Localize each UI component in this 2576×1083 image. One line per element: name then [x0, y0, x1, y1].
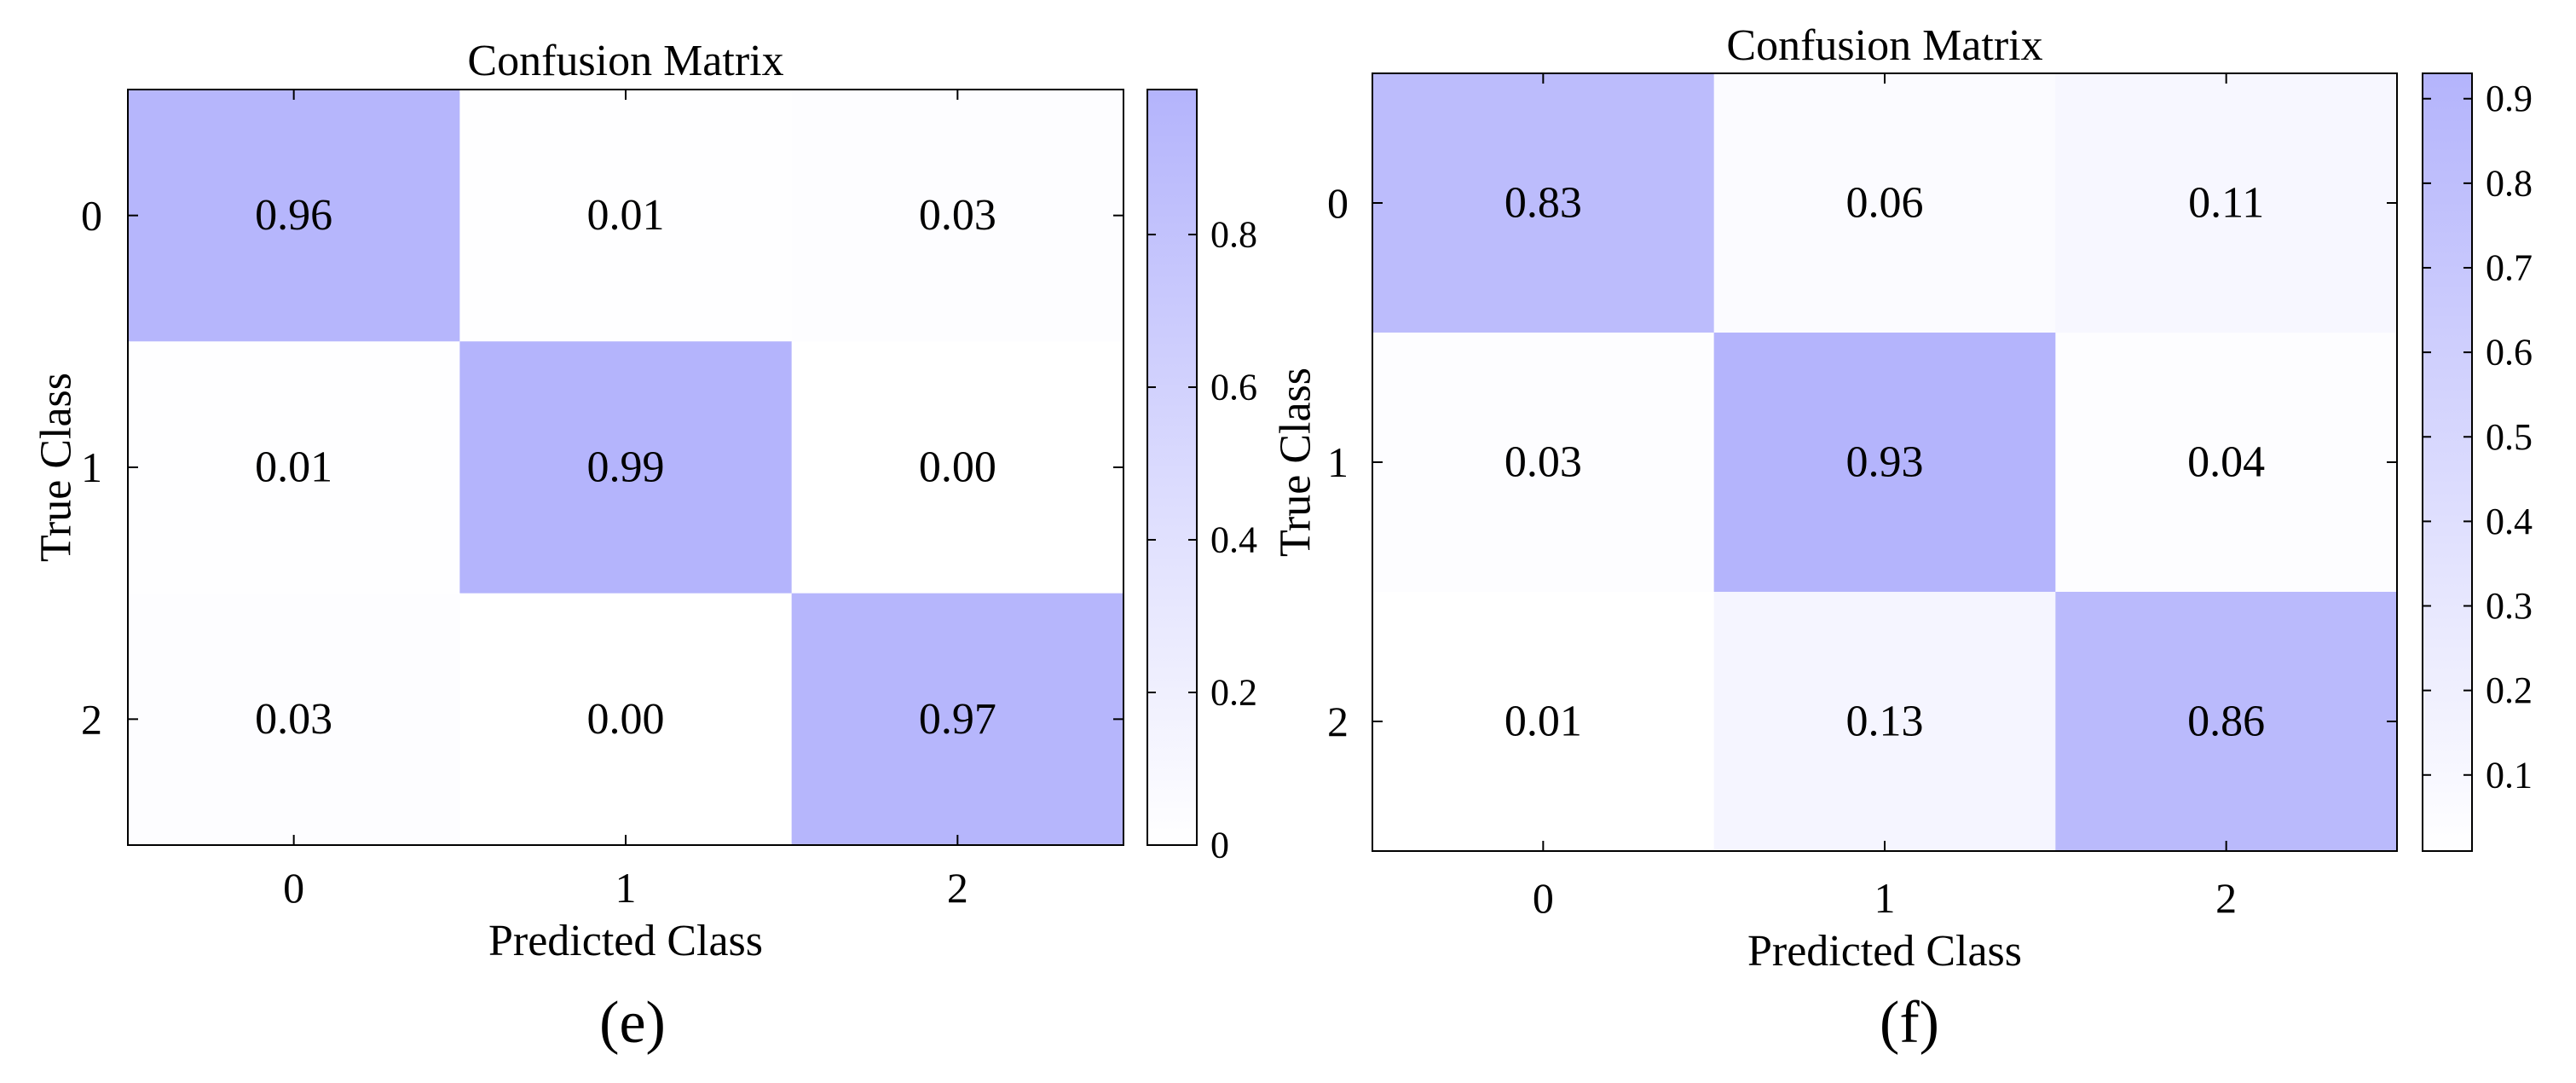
cell-value-label: 0.86 — [2187, 698, 2265, 746]
heatmap-cell — [2055, 592, 2398, 852]
cell-value-label: 0.99 — [587, 443, 665, 492]
cell-value-label: 0.06 — [1846, 179, 1924, 228]
cell-value-label: 0.93 — [1846, 438, 1924, 487]
colorbar-tick-label: 0.7 — [2486, 247, 2533, 289]
cell-value-label: 0.03 — [919, 191, 996, 240]
colorbar-frame — [2422, 72, 2473, 852]
x-tick-label: 2 — [947, 864, 968, 912]
colorbar-tick-label: 0.8 — [1210, 214, 1257, 256]
heatmap-cell — [128, 593, 460, 846]
x-axis-label: Predicted Class — [488, 917, 763, 965]
x-tick-label: 1 — [615, 864, 637, 912]
y-tick-label: 0 — [81, 192, 102, 240]
x-tick-label: 1 — [1874, 874, 1896, 922]
heatmap-cell — [459, 90, 793, 342]
colorbar-tick-label: 0.9 — [2486, 78, 2533, 119]
cell-value-label: 0.11 — [2188, 179, 2264, 228]
colorbar-tick-label: 0.2 — [2486, 669, 2533, 711]
heatmap-cell — [2055, 73, 2398, 333]
cell-value-label: 0.13 — [1846, 698, 1924, 746]
colorbar-tick-label: 0.8 — [2486, 162, 2533, 204]
heatmap-cell — [1372, 592, 1715, 852]
chart-title: Confusion Matrix — [467, 37, 783, 85]
cell-value-label: 0.04 — [2187, 438, 2265, 487]
colorbar-tick-label: 0.3 — [2486, 585, 2533, 627]
y-axis-label: True Class — [1272, 368, 1320, 557]
heatmap-cell — [1713, 73, 2056, 333]
cell-value-label: 0.97 — [919, 695, 996, 744]
colorbar-tick-label: 0.2 — [1210, 672, 1257, 714]
heatmap-cell — [791, 593, 1124, 846]
panel-e: Confusion Matrix 0.96 0.01 0.03 0.01 0.99 0.00… — [32, 37, 1258, 1056]
heatmap-cell — [128, 90, 460, 342]
x-tick-label: 2 — [2215, 874, 2237, 922]
colorbar-tick-label: 0.6 — [1210, 367, 1257, 408]
heatmap-cell — [1713, 592, 2056, 852]
cell-value-label: 0.01 — [255, 443, 332, 492]
y-tick-label: 2 — [81, 695, 102, 743]
colorbar-frame — [1146, 89, 1198, 846]
heatmap-cell — [791, 341, 1124, 594]
cell-value-label: 0.01 — [587, 191, 665, 240]
colorbar-tick-label: 0.1 — [2486, 754, 2533, 796]
chart-title: Confusion Matrix — [1726, 21, 2042, 70]
heatmap-cell — [459, 593, 793, 846]
heatmap-cell — [791, 90, 1124, 342]
heatmap-cell — [1372, 333, 1715, 593]
cell-value-label: 0.00 — [919, 443, 996, 492]
x-tick-label: 0 — [1533, 874, 1554, 922]
colorbar — [2423, 73, 2472, 851]
colorbar-tick-label: 0 — [1210, 825, 1229, 866]
colorbar-tick-label: 0.4 — [1210, 519, 1257, 561]
panel-label: (e) — [599, 990, 666, 1056]
heatmap-cell — [2055, 333, 2398, 593]
panel-label: (f) — [1880, 990, 1939, 1056]
y-tick-label: 1 — [81, 443, 102, 491]
cell-value-label: 0.00 — [587, 695, 665, 744]
y-tick-label: 0 — [1327, 179, 1349, 227]
y-tick-label: 2 — [1327, 698, 1349, 745]
colorbar-tick-label: 0.4 — [2486, 501, 2533, 542]
colorbar — [1147, 90, 1197, 845]
cell-value-label: 0.03 — [1505, 438, 1582, 487]
cell-value-label: 0.03 — [255, 695, 332, 744]
cell-value-label: 0.01 — [1505, 698, 1582, 746]
y-axis-label: True Class — [32, 373, 81, 562]
y-tick-label: 1 — [1327, 438, 1349, 486]
heatmap-cell — [1372, 73, 1715, 333]
cell-value-label: 0.83 — [1505, 179, 1582, 228]
colorbar-tick-label: 0.5 — [2486, 416, 2533, 458]
heatmap-cell — [128, 341, 460, 594]
cell-value-label: 0.96 — [255, 191, 332, 240]
heatmap-cell — [459, 341, 793, 594]
x-axis-label: Predicted Class — [1747, 927, 2022, 976]
x-tick-label: 0 — [283, 864, 304, 912]
colorbar-tick-label: 0.6 — [2486, 332, 2533, 374]
heatmap-cell — [1713, 333, 2056, 593]
